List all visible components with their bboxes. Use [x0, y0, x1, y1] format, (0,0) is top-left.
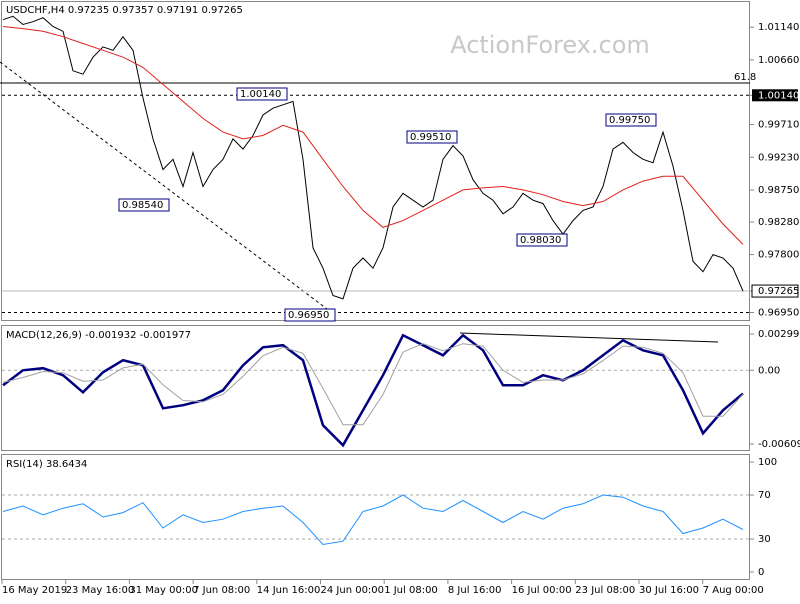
y-tick-label: 1.00140 — [758, 90, 799, 101]
macd-trend-line — [459, 332, 719, 343]
chart-title: USDCHF,H4 0.97235 0.97357 0.97191 0.9726… — [6, 5, 243, 16]
fib-label: 61.8 — [734, 72, 756, 83]
y-tick-label: 0.98750 — [758, 185, 799, 196]
x-tick-label: 31 May 00:00 — [129, 585, 198, 596]
y-tick-label: 0 — [758, 567, 764, 578]
rsi-panel — [1, 454, 750, 580]
y-tick-label: 0.96950 — [758, 308, 799, 319]
annotation: 0.98030 — [520, 235, 561, 246]
annotation-box — [605, 113, 657, 127]
x-tick-label: 23 Jul 08:00 — [575, 585, 635, 596]
y-tick-label: 1.00660 — [758, 55, 799, 66]
x-tick-label: 23 May 16:00 — [66, 585, 135, 596]
annotation-box — [406, 130, 458, 144]
annotation: 0.99510 — [410, 132, 451, 143]
x-tick-label: 30 Jul 16:00 — [639, 585, 699, 596]
y-tick-label: 0.99230 — [758, 152, 799, 163]
x-tick-label: 14 Jun 16:00 — [257, 585, 321, 596]
y-tick-label: 1.01140 — [758, 22, 799, 33]
y-tick-label: 0.002998 — [758, 329, 800, 340]
annotation-box — [236, 87, 288, 101]
y-tick-label: 70 — [758, 490, 771, 501]
series-line — [2, 343, 744, 426]
annotation: 0.96950 — [288, 310, 329, 321]
macd-panel — [1, 325, 750, 451]
series-line — [2, 333, 744, 448]
x-tick-label: 7 Aug 00:00 — [703, 585, 764, 596]
series-line — [2, 26, 744, 245]
x-tick-label: 16 May 2019 — [2, 585, 67, 596]
y-tick-box — [752, 89, 798, 102]
y-tick-box — [751, 284, 799, 298]
x-tick-label: 8 Jul 16:00 — [448, 585, 502, 596]
price-panel — [1, 1, 750, 321]
y-tick-label: 30 — [758, 534, 771, 545]
y-tick-label: 0.00 — [758, 365, 780, 376]
annotation: 1.00140 — [240, 89, 281, 100]
rsi-title: RSI(14) 38.6434 — [6, 459, 87, 470]
x-tick-label: 7 Jun 08:00 — [193, 585, 250, 596]
watermark: ActionForex.com — [450, 31, 650, 59]
annotation-box — [118, 198, 170, 212]
y-tick-label: 100 — [758, 457, 777, 468]
x-tick-label: 1 Jul 08:00 — [384, 585, 438, 596]
y-tick-label: 0.97800 — [758, 250, 799, 261]
annotation-box — [516, 233, 568, 247]
annotation-box — [284, 308, 336, 322]
trend-line — [0, 61, 336, 316]
macd-title: MACD(12,26,9) -0.001932 -0.001977 — [6, 330, 191, 341]
y-tick-label: 0.97265 — [758, 286, 799, 297]
y-tick-label: -0.006097 — [758, 439, 800, 450]
x-tick-label: 16 Jul 00:00 — [512, 585, 572, 596]
series-line — [2, 494, 744, 546]
y-tick-label: 0.99710 — [758, 120, 799, 131]
y-tick-label: 0.98280 — [758, 217, 799, 228]
series-line — [2, 15, 744, 300]
annotation: 0.99750 — [609, 115, 650, 126]
annotation: 0.98540 — [122, 200, 163, 211]
x-tick-label: 24 Jun 00:00 — [321, 585, 385, 596]
